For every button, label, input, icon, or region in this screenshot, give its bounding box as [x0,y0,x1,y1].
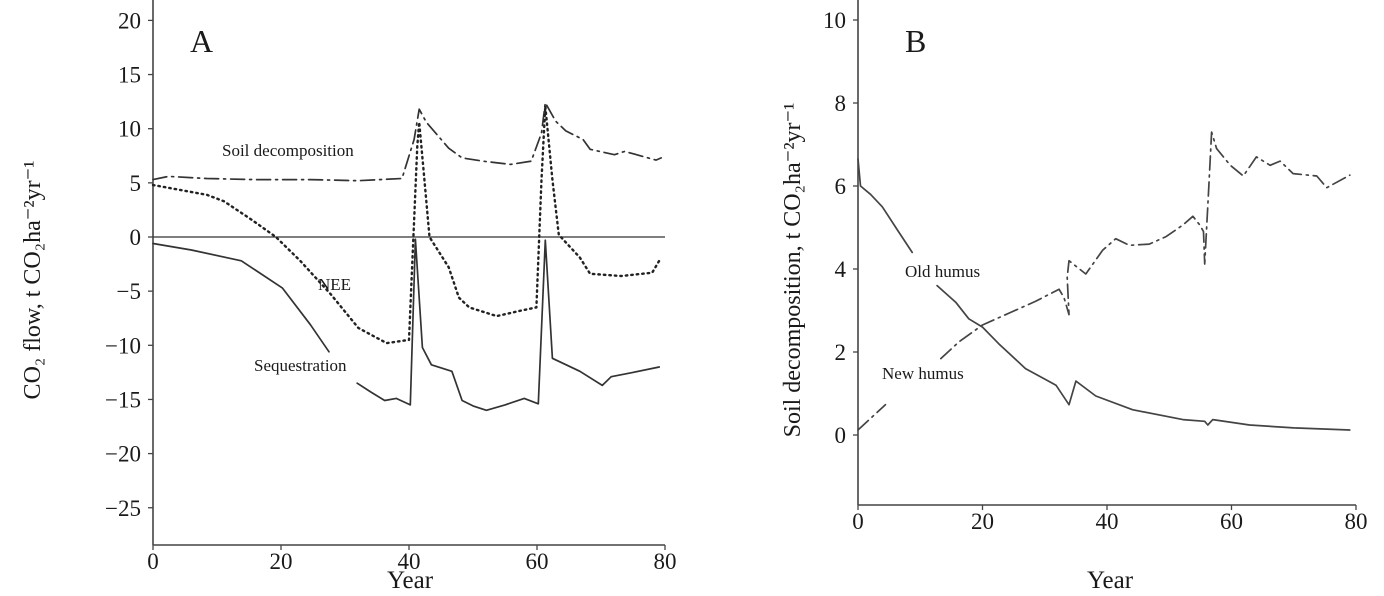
y-tick-label: −10 [105,333,141,358]
series-label-soil-decomposition: Soil decomposition [222,141,354,160]
x-tick-label: 0 [147,549,159,574]
x-tick-label: 60 [1220,509,1243,534]
y-tick-label: 6 [835,174,847,199]
x-tick-label: 80 [1345,509,1368,534]
panel-b-x-axis-title: Year [1087,567,1134,594]
y-tick-label: 20 [118,8,141,33]
panel-b-label: B [905,23,926,59]
series-label-new-humus: New humus [882,364,964,383]
panel-b-y-axis-title: Soil decomposition, t CO₂ha⁻²yr⁻¹ [780,103,806,438]
x-tick-label: 40 [1096,509,1119,534]
series-line-new-humus [857,131,1351,431]
y-tick-label: 5 [130,171,142,196]
x-tick-label: 20 [270,549,293,574]
x-tick-label: 0 [852,509,864,534]
x-tick-label: 20 [971,509,994,534]
series-line-nee [151,104,661,345]
y-tick-label: 0 [835,423,847,448]
series-line-sequestration [152,238,661,412]
series-line-old-humus [857,158,1351,431]
panel-a-label: A [190,23,213,59]
panel-a-x-axis-title: Year [387,567,434,594]
series-label-old-humus: Old humus [905,262,980,281]
panel-b: B Year Soil decomposition, t CO₂ha⁻²yr⁻¹… [780,0,1368,594]
y-tick-label: 4 [835,257,847,282]
x-tick-label: 40 [398,549,421,574]
series-line-soil-decomposition [152,101,663,182]
x-tick-label: 80 [654,549,677,574]
y-tick-label: 15 [118,63,141,88]
y-tick-label: 10 [118,117,141,142]
panel-a: A Year CO₂ flow, t CO₂ha⁻²yr⁻¹ Soil deco… [20,0,677,594]
panel-a-y-axis-title: CO₂ flow, t CO₂ha⁻²yr⁻¹ [20,161,46,400]
y-tick-label: 0 [130,225,142,250]
y-tick-label: −25 [105,496,141,521]
x-tick-label: 60 [526,549,549,574]
y-tick-label: 8 [835,91,847,116]
y-tick-label: 2 [835,340,847,365]
y-tick-label: −15 [105,387,141,412]
y-tick-label: −20 [105,442,141,467]
y-tick-label: 10 [823,8,846,33]
y-tick-label: −5 [117,279,141,304]
series-label-sequestration: Sequestration [254,356,347,375]
